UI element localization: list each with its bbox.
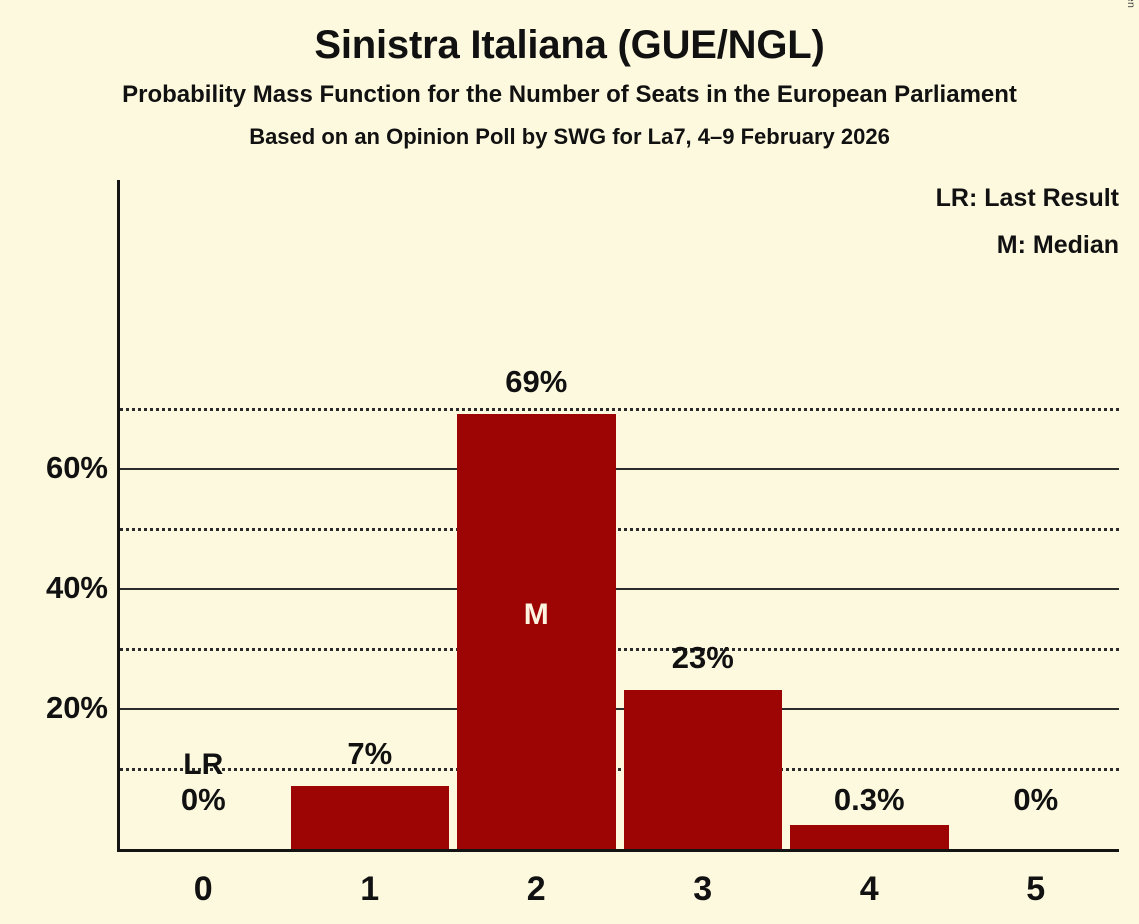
gridline-dotted-30 bbox=[120, 648, 1119, 651]
gridline-dotted-10 bbox=[120, 768, 1119, 771]
bar-value-label-2: 69% bbox=[505, 364, 568, 399]
y-axis-tick-label: 40% bbox=[45, 570, 108, 605]
gridline-solid-60 bbox=[120, 468, 1119, 470]
y-axis-tick-label: 20% bbox=[45, 690, 108, 725]
legend-median: M: Median bbox=[996, 231, 1119, 259]
x-axis-tick-label-5: 5 bbox=[1026, 870, 1046, 908]
bar-value-label-3: 23% bbox=[671, 640, 734, 675]
chart-subtitle: Probability Mass Function for the Number… bbox=[122, 81, 1017, 108]
legend-last-result: LR: Last Result bbox=[935, 184, 1119, 212]
bar-value-label-5: 0% bbox=[1013, 782, 1059, 817]
bar-4[interactable] bbox=[790, 825, 949, 849]
plot-area: 20% 40% 60% 0% 7% 69% 23% 0.3% 0% LR M bbox=[46, 180, 1119, 852]
chart-source-line: Based on an Opinion Poll by SWG for La7,… bbox=[249, 124, 890, 150]
bar-value-label-0: 0% bbox=[180, 782, 226, 817]
x-axis-tick-label-1: 1 bbox=[360, 870, 380, 908]
x-axis-tick-label-4: 4 bbox=[859, 870, 879, 908]
gridline-dotted-70 bbox=[120, 408, 1119, 411]
bar-value-label-1: 7% bbox=[347, 736, 393, 771]
marker-m: M bbox=[523, 598, 549, 632]
bar-3[interactable] bbox=[623, 690, 782, 849]
bar-1[interactable] bbox=[290, 786, 449, 849]
marker-lr: LR bbox=[183, 748, 224, 781]
copyright-notice: © 2026 Filip van Laenen bbox=[1125, 0, 1137, 8]
gridline-solid-40 bbox=[120, 588, 1119, 590]
x-axis-tick-label-3: 3 bbox=[693, 870, 713, 908]
gridline-solid-20 bbox=[120, 708, 1119, 710]
gridline-dotted-50 bbox=[120, 528, 1119, 531]
title-block: Sinistra Italiana (GUE/NGL) Probability … bbox=[0, 0, 1139, 150]
x-axis-line bbox=[117, 849, 1119, 852]
bar-2[interactable] bbox=[457, 414, 616, 849]
page-title: Sinistra Italiana (GUE/NGL) bbox=[314, 23, 825, 67]
x-axis-tick-label-0: 0 bbox=[193, 870, 213, 908]
y-axis-line bbox=[117, 180, 120, 849]
y-axis-tick-label: 60% bbox=[45, 450, 108, 485]
x-axis-tick-label-2: 2 bbox=[526, 870, 546, 908]
bar-value-label-4: 0.3% bbox=[833, 782, 905, 817]
